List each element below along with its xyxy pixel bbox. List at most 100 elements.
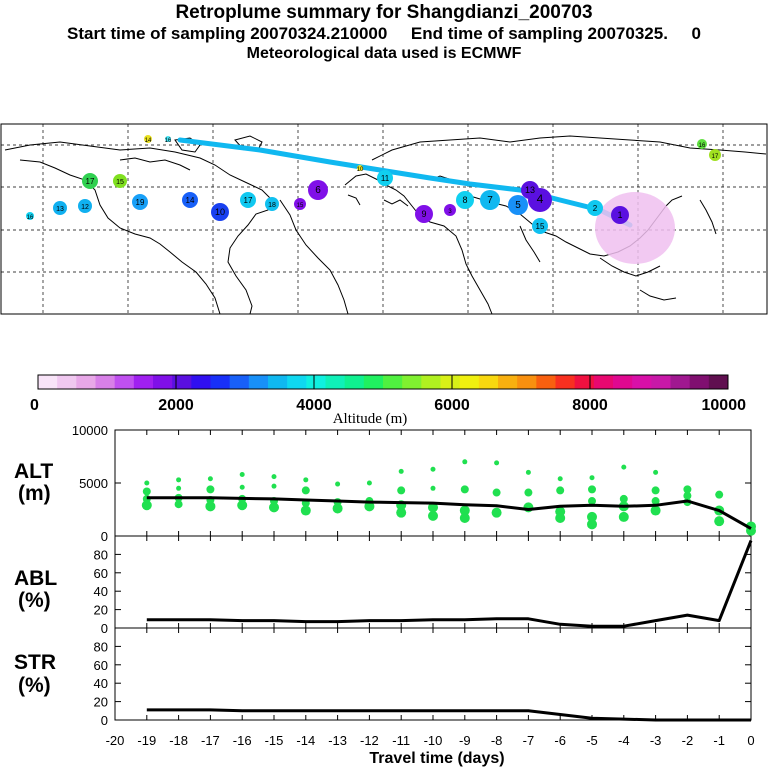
colorbar-cell	[210, 375, 231, 389]
alt-scatter-point	[619, 494, 628, 503]
colorbar-cell	[478, 375, 499, 389]
colorbar-tick-label: 6000	[434, 397, 470, 414]
alt-scatter-point	[555, 506, 566, 517]
x-tick-label: -15	[265, 733, 284, 748]
alt-scatter-point	[366, 480, 372, 486]
colorbar-cell	[229, 375, 250, 389]
y-tick-label: 0	[101, 529, 108, 544]
alt-scatter-point	[430, 485, 436, 491]
colorbar-cell	[363, 375, 384, 389]
x-tick-label: -20	[106, 733, 125, 748]
plume-cluster-number: 17	[86, 177, 95, 186]
plume-cluster: 8	[456, 191, 474, 209]
plume-cluster-number: 5	[515, 200, 521, 211]
alt-scatter-point	[491, 507, 502, 518]
plume-cluster-number: 8	[462, 195, 467, 205]
plume-cluster-marker	[82, 173, 98, 189]
plume-cluster-number: 10	[357, 167, 364, 173]
colorbar-cell	[421, 375, 441, 389]
alt-scatter-point	[587, 511, 597, 522]
y-tick-label: 60	[94, 566, 108, 581]
plume-cluster-number: 13	[56, 206, 64, 213]
plume-cluster-number: 16	[699, 143, 706, 149]
plume-cluster-marker	[308, 180, 328, 200]
series-line-str	[146, 708, 751, 722]
plume-cluster-marker	[697, 139, 707, 149]
alt-scatter-point	[651, 497, 660, 506]
chart-title: Retroplume summary for Shangdianzi_20070…	[175, 2, 593, 23]
altitude-colorbar: 0 2000 4000 6000 8000 10000 Altitude (m)	[30, 374, 746, 427]
colorbar-cell	[459, 375, 480, 389]
colorbar-cell	[613, 375, 633, 389]
plume-cluster-marker	[377, 170, 393, 186]
met-data-line: Meteorological data used is ECMWF	[246, 45, 522, 62]
plume-cluster-number: 7	[487, 195, 493, 206]
alt-scatter-point	[492, 488, 501, 497]
alt-scatter-point	[587, 519, 597, 530]
colorbar-cell	[498, 375, 518, 389]
alt-scatter-point	[651, 486, 660, 495]
plume-cluster-number: 1	[617, 210, 622, 220]
plume-cluster: 15	[113, 174, 127, 188]
x-tick-label: -3	[650, 733, 662, 748]
plume-track-line	[177, 137, 633, 228]
alt-scatter-point	[269, 502, 279, 513]
alt-scatter-point	[396, 507, 407, 518]
plume-cluster: 9	[415, 205, 433, 223]
plume-cluster-marker	[508, 195, 528, 215]
series-line-alt	[146, 496, 752, 530]
plume-cluster-number: 19	[136, 198, 145, 207]
alt-scatter-point	[428, 510, 438, 521]
alt-scatter-point	[398, 468, 404, 474]
y-tick-label: 80	[94, 639, 108, 654]
series-line-abl	[146, 540, 753, 628]
alt-scatter-point	[650, 505, 661, 516]
str-panel-frame	[114, 627, 752, 721]
plume-cluster: 5	[508, 195, 528, 215]
colorbar-cell	[306, 375, 326, 389]
plume-cluster: 15	[532, 218, 548, 234]
x-tick-label: -18	[169, 733, 188, 748]
colorbar-cell	[38, 375, 58, 389]
alt-scatter-point	[715, 490, 724, 499]
plume-cluster-marker	[456, 191, 474, 209]
colorbar-cell	[651, 375, 671, 389]
plume-cluster: 10	[357, 165, 364, 173]
plume-cluster-number: 13	[525, 185, 535, 195]
plume-cluster-marker	[211, 203, 229, 221]
plume-cluster-number: 11	[381, 174, 390, 183]
alt-scatter-point	[524, 488, 533, 497]
plume-cluster-marker	[78, 199, 92, 213]
colorbar-cell	[689, 375, 710, 389]
x-tick-label: -16	[233, 733, 252, 748]
x-tick-label: -7	[523, 733, 535, 748]
alt-scatter-point	[142, 487, 151, 496]
alt-panel-label: ALT	[14, 460, 53, 483]
abl-panel-frame	[114, 535, 752, 629]
alt-scatter-point	[174, 500, 183, 509]
alt-scatter-point	[176, 477, 182, 483]
abl-panel-unit: (%)	[18, 589, 51, 612]
alt-scatter-point	[239, 472, 245, 478]
plume-cluster-number: 17	[244, 196, 253, 205]
colorbar-tick-label: 0	[30, 397, 39, 414]
colorbar-cell	[574, 375, 595, 389]
alt-scatter-point	[714, 516, 725, 527]
plume-cluster-number: 10	[215, 207, 225, 217]
plume-cluster: 1	[611, 206, 629, 224]
x-tick-label: -6	[554, 733, 566, 748]
alt-scatter-point	[301, 486, 310, 495]
x-tick-label: -9	[459, 733, 471, 748]
colorbar-tick-label: 2000	[158, 397, 194, 414]
plume-cluster-marker	[182, 192, 198, 208]
plume-cluster: 13	[53, 201, 67, 215]
colorbar-cell	[402, 375, 422, 389]
plume-cluster-marker	[587, 200, 603, 216]
plume-cluster: 17	[240, 192, 256, 208]
colorbar-cell	[517, 375, 537, 389]
alt-scatter-point	[525, 469, 531, 475]
alt-scatter-point	[335, 481, 341, 487]
str-panel-unit: (%)	[18, 674, 51, 697]
